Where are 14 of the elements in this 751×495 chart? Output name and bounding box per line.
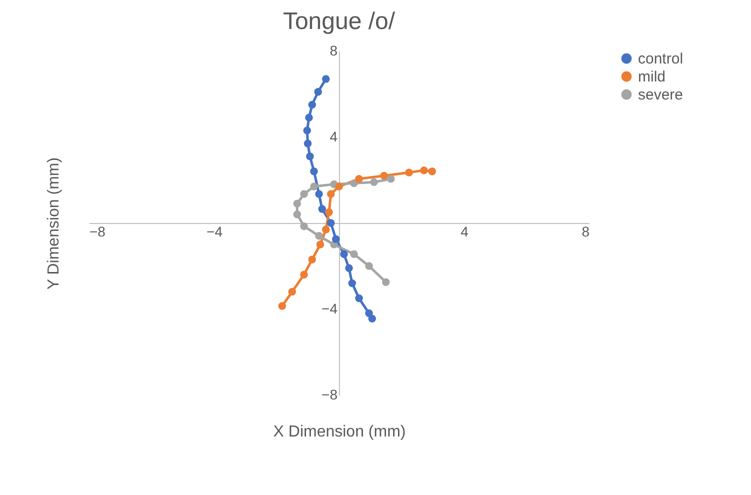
x-tick-label: 4 <box>460 224 469 240</box>
legend-label: severe <box>638 86 684 104</box>
y-tick-label: 8 <box>330 42 338 58</box>
x-tick-label: −4 <box>206 224 223 240</box>
x-axis-title: X Dimension (mm) <box>273 424 406 440</box>
y-axis-title: Y Dimension (mm) <box>46 157 62 290</box>
chart-title: Tongue /o/ <box>282 8 396 35</box>
y-tick-label: 4 <box>330 128 338 144</box>
y-tick-label: −4 <box>322 300 338 316</box>
x-tick-label: 8 <box>582 224 590 240</box>
y-tick-label: −8 <box>322 386 338 402</box>
x-tick-label: −8 <box>90 224 106 240</box>
legend-label: control <box>638 50 684 68</box>
legend-label: mild <box>638 68 666 86</box>
